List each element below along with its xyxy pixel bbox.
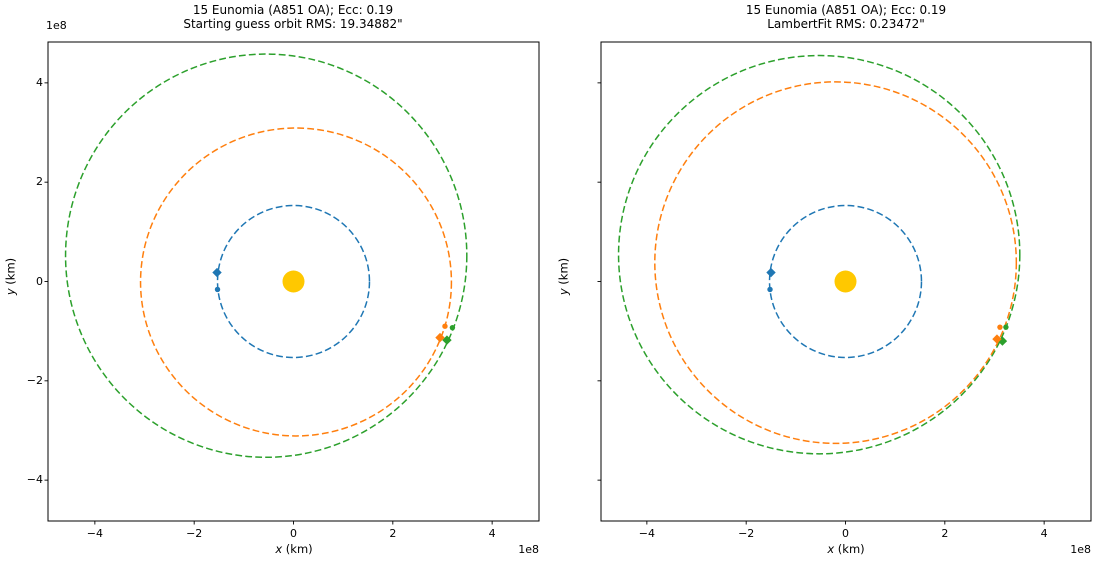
earth-orbit <box>216 204 371 359</box>
y-tick-label: −2 <box>26 373 43 387</box>
x-tick-label: −4 <box>638 527 655 540</box>
y-tick-label: −4 <box>26 473 43 487</box>
left-panel-xlabel: x (km) <box>249 543 339 556</box>
left-panel-title-line2: Starting guess orbit RMS: 19.34882" <box>183 17 403 31</box>
reference-pos-1-marker <box>449 324 456 331</box>
right-panel-ylabel: y (km) <box>556 232 571 322</box>
left-panel-xlabel-unit: (km) <box>282 542 313 556</box>
left-panel-ylabel-var: y <box>3 288 18 296</box>
sun <box>282 270 305 293</box>
right-panel-x-offset-text: 1e8 <box>1070 543 1091 556</box>
earth-obs-1-marker <box>766 267 776 278</box>
right-panel-xlabel-var: x <box>827 542 835 556</box>
y-tick-label: 2 <box>36 175 43 189</box>
reference-orbit <box>64 53 468 459</box>
right-panel-xlabel: x (km) <box>801 543 891 556</box>
sun <box>834 270 857 293</box>
right-panel-title-line2: LambertFit RMS: 0.23472" <box>767 17 925 31</box>
earth-orbit <box>768 204 923 359</box>
reference-pos-2-marker <box>442 335 452 345</box>
earth-obs-1-marker <box>212 267 222 278</box>
right-panel-ylabel-unit: (km) <box>556 257 571 289</box>
y-tick-label: 0 <box>36 274 43 288</box>
y-tick-label: 4 <box>36 75 43 89</box>
fit-pos-2-marker <box>992 334 1002 344</box>
x-tick-label: 4 <box>1040 527 1048 540</box>
x-tick-label: −2 <box>738 527 755 540</box>
reference-pos-2-marker <box>997 336 1008 346</box>
right-panel-title-line1: 15 Eunomia (A851 OA); Ecc: 0.19 <box>745 3 947 17</box>
x-tick-label: 0 <box>290 527 297 540</box>
x-tick-label: 2 <box>941 527 949 540</box>
x-tick-label: 4 <box>488 527 496 540</box>
left-panel-xlabel-var: x <box>275 542 283 556</box>
guess-pos-1-marker <box>442 323 448 329</box>
guess-orbit <box>139 127 453 437</box>
fit-orbit <box>654 81 1018 445</box>
left-panel-x-offset-text: 1e8 <box>518 543 539 556</box>
fit-pos-1-marker <box>997 324 1003 330</box>
earth-obs-2-marker <box>767 286 773 293</box>
earth-obs-2-marker <box>214 286 221 293</box>
reference-orbit <box>617 54 1021 455</box>
right-panel-ylabel-var: y <box>556 288 571 296</box>
x-tick-label: 2 <box>389 527 397 540</box>
x-tick-label: 0 <box>842 527 849 540</box>
reference-pos-1-marker <box>1003 324 1009 330</box>
left-panel-y-offset-text: 1e8 <box>46 19 67 32</box>
right-panel-xlabel-unit: (km) <box>834 542 865 556</box>
guess-pos-2-marker <box>435 332 445 343</box>
x-tick-label: −2 <box>186 527 203 540</box>
x-tick-label: −4 <box>86 527 103 540</box>
left-panel-title-line1: 15 Eunomia (A851 OA); Ecc: 0.19 <box>192 3 394 17</box>
